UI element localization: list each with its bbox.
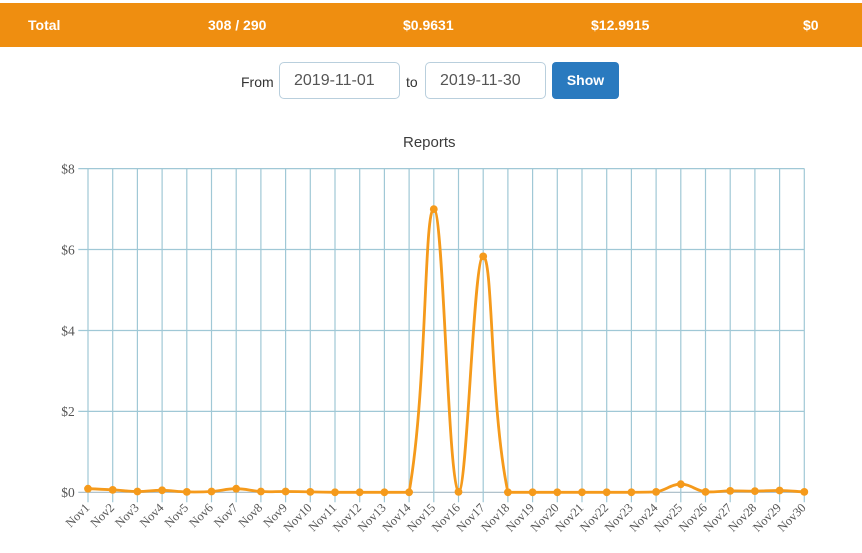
svg-text:Nov8: Nov8 bbox=[236, 501, 266, 531]
svg-text:Nov1: Nov1 bbox=[63, 501, 93, 531]
svg-text:$8: $8 bbox=[61, 161, 75, 176]
svg-text:Nov7: Nov7 bbox=[211, 501, 241, 531]
svg-text:Nov2: Nov2 bbox=[88, 501, 118, 531]
svg-text:Nov6: Nov6 bbox=[186, 501, 216, 531]
svg-text:Nov5: Nov5 bbox=[162, 501, 192, 531]
svg-text:$4: $4 bbox=[61, 323, 75, 338]
svg-text:Nov30: Nov30 bbox=[775, 501, 809, 535]
svg-text:Nov3: Nov3 bbox=[112, 501, 142, 531]
svg-text:$6: $6 bbox=[61, 242, 75, 257]
svg-text:$2: $2 bbox=[61, 404, 75, 419]
svg-text:Nov4: Nov4 bbox=[137, 500, 167, 530]
svg-text:$0: $0 bbox=[61, 485, 75, 500]
